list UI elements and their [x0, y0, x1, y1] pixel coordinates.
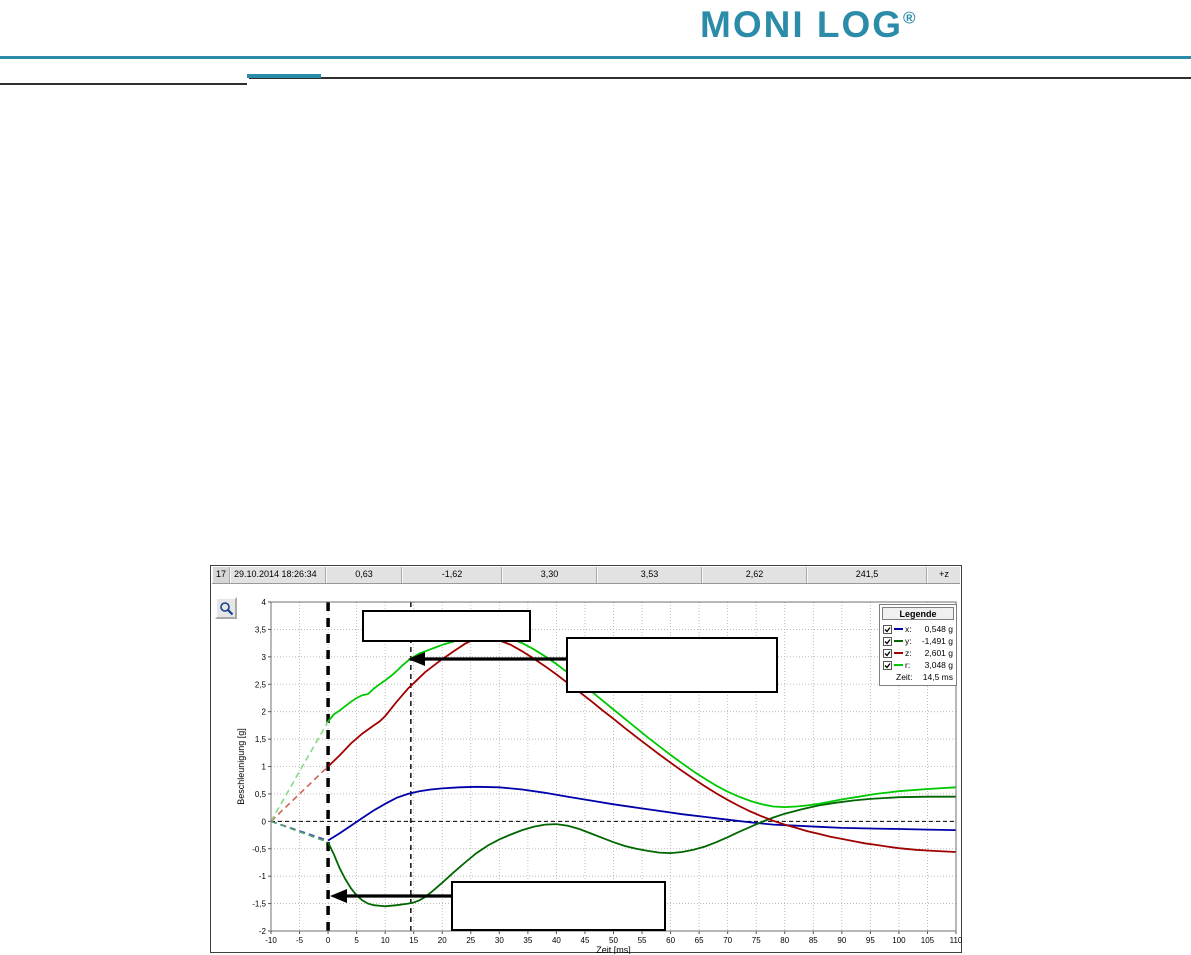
svg-text:Zeit [ms]: Zeit [ms]	[596, 945, 631, 954]
svg-text:40: 40	[552, 936, 561, 945]
svg-text:80: 80	[780, 936, 789, 945]
legend-label-y: y:	[905, 636, 912, 646]
svg-text:-1,5: -1,5	[252, 900, 266, 909]
svg-text:0: 0	[262, 817, 267, 826]
shock-curve-window: 17 29.10.2014 18:26:34 0,63 -1,62 3,30 3…	[210, 565, 963, 954]
legend-label-z: z:	[905, 648, 912, 658]
header-rule-teal	[0, 56, 1191, 59]
svg-text:65: 65	[695, 936, 704, 945]
info-cell-z-peak: 3,30	[502, 567, 597, 583]
svg-text:90: 90	[837, 936, 846, 945]
legend-checkbox-r[interactable]	[883, 660, 892, 670]
legend-dash-y	[894, 640, 903, 642]
info-cell-datetime: 29.10.2014 18:26:34	[230, 567, 326, 583]
annotation-box-middle	[566, 637, 778, 693]
svg-text:60: 60	[666, 936, 675, 945]
svg-text:0,5: 0,5	[255, 790, 267, 799]
legend-time-row: Zeit: 14,5 ms	[882, 671, 954, 683]
info-cell-r-peak: 3,53	[597, 567, 702, 583]
svg-text:-5: -5	[296, 936, 304, 945]
monilog-logo: MONI LOG®	[700, 4, 916, 46]
svg-text:50: 50	[609, 936, 618, 945]
info-cell-duration: 241,5	[807, 567, 927, 583]
header-rule-dark-right	[249, 77, 1191, 79]
svg-text:3: 3	[262, 653, 267, 662]
svg-text:25: 25	[466, 936, 475, 945]
legend-label-x: x:	[905, 624, 912, 634]
info-cell-value: 2,62	[702, 567, 807, 583]
svg-text:1,5: 1,5	[255, 735, 267, 744]
svg-text:Beschleunigung [g]: Beschleunigung [g]	[236, 728, 246, 805]
legend-row-r: r: 3,048 g	[882, 659, 954, 671]
legend-checkbox-z[interactable]	[883, 648, 892, 658]
legend-value-z: 2,601 g	[924, 648, 953, 658]
svg-text:55: 55	[638, 936, 647, 945]
svg-text:-10: -10	[265, 936, 277, 945]
svg-text:1: 1	[262, 763, 267, 772]
svg-text:-0,5: -0,5	[252, 845, 266, 854]
header-rule-dark-left	[0, 83, 247, 85]
svg-text:-2: -2	[259, 927, 267, 936]
svg-text:110: 110	[950, 936, 963, 945]
svg-text:105: 105	[921, 936, 935, 945]
info-cell-main-axis: +z	[927, 567, 960, 583]
svg-text:15: 15	[409, 936, 418, 945]
legend-time-label: Zeit:	[896, 672, 913, 682]
legend-row-x: x: 0,548 g	[882, 623, 954, 635]
legend-title: Legende	[882, 607, 954, 620]
svg-text:0: 0	[326, 936, 331, 945]
svg-text:85: 85	[809, 936, 818, 945]
info-cell-x-peak: 0,63	[326, 567, 402, 583]
info-cell-row-number: 17	[212, 567, 230, 583]
annotation-box-top	[362, 610, 531, 642]
legend-row-z: z: 2,601 g	[882, 647, 954, 659]
legend-dash-z	[894, 652, 903, 654]
svg-text:70: 70	[723, 936, 732, 945]
magnifier-icon	[219, 601, 233, 615]
svg-text:45: 45	[581, 936, 590, 945]
svg-text:100: 100	[892, 936, 906, 945]
header-rule-teal-accent	[247, 74, 321, 78]
legend-value-x: 0,548 g	[924, 624, 953, 634]
svg-text:35: 35	[523, 936, 532, 945]
legend-value-y: -1,491 g	[921, 636, 953, 646]
svg-text:5: 5	[354, 936, 359, 945]
legend-checkbox-y[interactable]	[883, 636, 892, 646]
legend-time-value: 14,5 ms	[922, 672, 953, 682]
registered-trademark-icon: ®	[903, 8, 916, 28]
svg-text:2: 2	[262, 708, 267, 717]
zoom-button[interactable]	[215, 597, 237, 619]
svg-text:95: 95	[866, 936, 875, 945]
svg-text:30: 30	[495, 936, 504, 945]
svg-text:2,5: 2,5	[255, 680, 267, 689]
legend-dash-x	[894, 628, 903, 630]
legend-value-r: 3,048 g	[924, 660, 953, 670]
svg-text:10: 10	[381, 936, 390, 945]
shock-event-info-bar: 17 29.10.2014 18:26:34 0,63 -1,62 3,30 3…	[212, 567, 960, 584]
legend-row-y: y: -1,491 g	[882, 635, 954, 647]
legend-label-r: r:	[905, 660, 911, 670]
svg-text:4: 4	[262, 598, 267, 607]
svg-text:75: 75	[752, 936, 761, 945]
svg-text:3,5: 3,5	[255, 625, 267, 634]
info-cell-y-peak: -1,62	[402, 567, 502, 583]
svg-text:-1: -1	[259, 872, 267, 881]
legend-checkbox-x[interactable]	[883, 624, 892, 634]
legend-dash-r	[894, 664, 903, 666]
logo-text: MONI LOG	[700, 4, 904, 45]
annotation-box-bottom	[451, 881, 666, 931]
legend-panel: Legende x: 0,548 g y: -1,491 g z: 2,601 …	[879, 604, 957, 686]
svg-text:20: 20	[438, 936, 447, 945]
